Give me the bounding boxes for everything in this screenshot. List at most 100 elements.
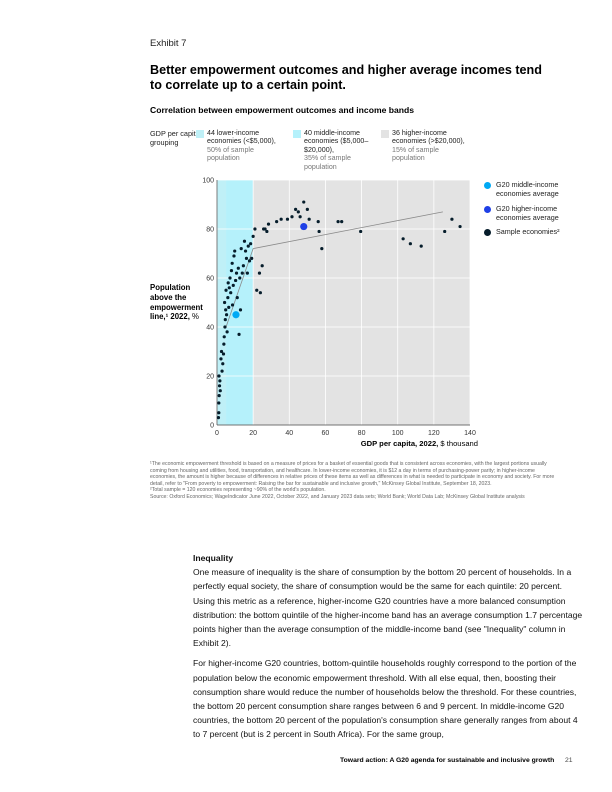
data-point [228, 276, 232, 280]
data-point [260, 264, 264, 268]
y-tick-label: 100 [202, 178, 214, 185]
middle-income-average-point [232, 311, 240, 319]
footnote-2: ²Total sample = 120 economies representi… [150, 487, 326, 493]
band-region-lower-income [217, 180, 227, 425]
data-point [266, 222, 271, 226]
trendline [225, 211, 443, 328]
data-point [296, 210, 300, 214]
data-point [229, 291, 233, 295]
data-point [290, 215, 294, 219]
data-point [224, 313, 229, 317]
data-point [340, 220, 344, 224]
data-point [218, 379, 222, 383]
data-point [275, 220, 279, 224]
footnote-1: ¹The economic empowerment threshold is b… [150, 461, 555, 487]
chart-subtitle: Correlation between empowerment outcomes… [150, 105, 415, 115]
y-axis-unit: % [192, 312, 199, 322]
data-point [223, 325, 227, 329]
data-point [450, 217, 454, 221]
data-point [243, 249, 248, 253]
data-point [227, 286, 231, 290]
data-point [217, 374, 221, 378]
x-tick-label: 40 [285, 430, 293, 437]
band-share: 15% of sample population [392, 145, 439, 163]
data-point [255, 288, 259, 292]
exhibit-headline: Better empowerment outcomes and higher a… [150, 63, 542, 92]
data-point [251, 234, 255, 238]
band-swatch-lower [196, 130, 204, 138]
x-tick-label: 60 [322, 430, 330, 437]
data-point [217, 411, 221, 415]
data-point [244, 256, 249, 260]
data-point [236, 266, 240, 270]
body-paragraph: For higher-income G20 countries, bottom-… [193, 658, 578, 740]
legend-item-higher-average: G20 higher-income economies average [484, 204, 564, 222]
legend-label: Sample economies² [496, 227, 560, 236]
band-name: 36 higher-income economies (>$20,000), [392, 129, 465, 146]
data-point [257, 271, 262, 275]
data-point [239, 247, 243, 251]
data-point [263, 227, 267, 231]
footnote-source: Source: Oxford Economics; WageIndicator … [150, 493, 525, 500]
data-point [408, 242, 412, 246]
data-point [225, 330, 229, 334]
data-point [320, 247, 324, 251]
x-tick-label: 100 [392, 430, 404, 437]
data-point [222, 300, 227, 305]
data-point [218, 389, 222, 393]
y-tick-label: 80 [206, 227, 214, 234]
y-tick-label: 40 [206, 325, 214, 332]
legend-dot-sample [484, 229, 491, 236]
data-point [317, 229, 321, 234]
x-axis-unit: $ thousand [440, 439, 478, 448]
page-number: 21 [565, 757, 573, 764]
data-point [230, 303, 235, 307]
legend-item-middle-average: G20 middle-income economies average [484, 180, 564, 198]
data-point [336, 220, 340, 224]
legend-item-sample-economies: Sample economies² [484, 227, 564, 237]
data-point [245, 271, 249, 275]
legend-label: G20 higher-income economies average [496, 204, 559, 222]
y-tick-label: 60 [206, 276, 214, 283]
body-paragraph: One measure of inequality is the share o… [193, 567, 583, 649]
data-point [253, 227, 257, 231]
data-point [234, 278, 238, 283]
data-point [217, 384, 222, 388]
data-point [230, 261, 234, 265]
y-axis-title: Population above the empowerment line,¹ … [150, 283, 210, 322]
data-point [222, 342, 226, 346]
footer-title: Toward action: A G20 agenda for sustaina… [340, 757, 555, 764]
data-point [232, 254, 236, 258]
x-tick-label: 120 [428, 430, 440, 437]
band-key-middle-income: 40 middle-income economies ($5,000–$20,0… [293, 129, 378, 171]
data-point [249, 242, 253, 246]
data-point [401, 237, 405, 241]
data-point [265, 229, 269, 234]
data-point [241, 264, 245, 268]
data-point [240, 271, 244, 275]
data-point [246, 244, 250, 248]
legend-label: G20 middle-income economies average [496, 180, 559, 198]
x-tick-label: 20 [249, 430, 257, 437]
data-point [237, 332, 241, 336]
data-point [316, 220, 320, 224]
data-point [219, 357, 223, 361]
data-point [221, 362, 225, 366]
x-tick-label: 80 [358, 430, 366, 437]
data-point [419, 244, 423, 248]
data-point [217, 401, 221, 405]
legend-dot-middle [484, 182, 491, 189]
data-point [234, 271, 239, 275]
data-point [242, 239, 247, 243]
scatter-chart: 0 20 40 60 80 100 120 140 0 20 40 60 80 100 [202, 178, 476, 438]
band-key-lower-income: 44 lower-income economies (<$5,000), 50%… [196, 129, 281, 163]
data-point [443, 229, 447, 234]
data-point [223, 318, 227, 322]
data-point [233, 249, 237, 253]
higher-income-average-point [300, 222, 308, 231]
data-point [231, 283, 235, 287]
x-axis-title-text: GDP per capita, 2022, [360, 439, 439, 448]
data-point [216, 416, 221, 420]
band-share: 35% of sample population [304, 154, 351, 171]
data-point [247, 259, 252, 263]
